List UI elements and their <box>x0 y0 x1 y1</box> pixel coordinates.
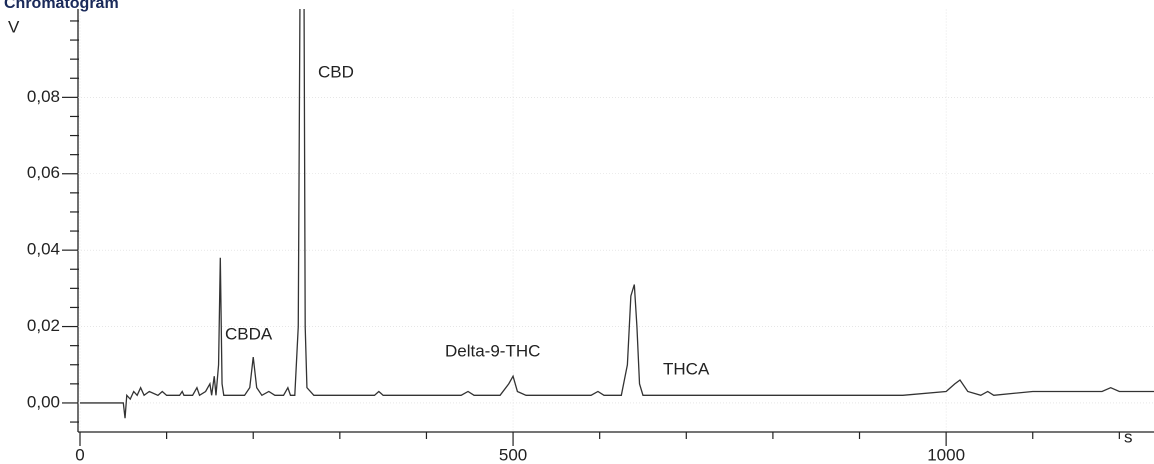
data-line <box>80 9 1154 419</box>
y-tick-label: 0,08 <box>27 87 60 106</box>
y-tick-label: 0,06 <box>27 163 60 182</box>
peak-annotation: CBD <box>318 62 354 81</box>
y-tick-label: 0,00 <box>27 392 60 411</box>
y-axis-label: V <box>8 17 20 36</box>
x-tick-label: 500 <box>499 445 527 464</box>
y-tick-label: 0,04 <box>27 240 60 259</box>
peak-annotation: CBDA <box>225 324 273 343</box>
peak-annotation: THCA <box>663 359 710 378</box>
x-axis-label: s <box>1124 427 1133 446</box>
peak-annotation: Delta-9-THC <box>445 341 540 360</box>
x-tick-label: 0 <box>75 445 84 464</box>
x-tick-label: 1000 <box>927 445 965 464</box>
y-tick-label: 0,02 <box>27 316 60 335</box>
chart-title: Chromatogram <box>4 0 119 12</box>
